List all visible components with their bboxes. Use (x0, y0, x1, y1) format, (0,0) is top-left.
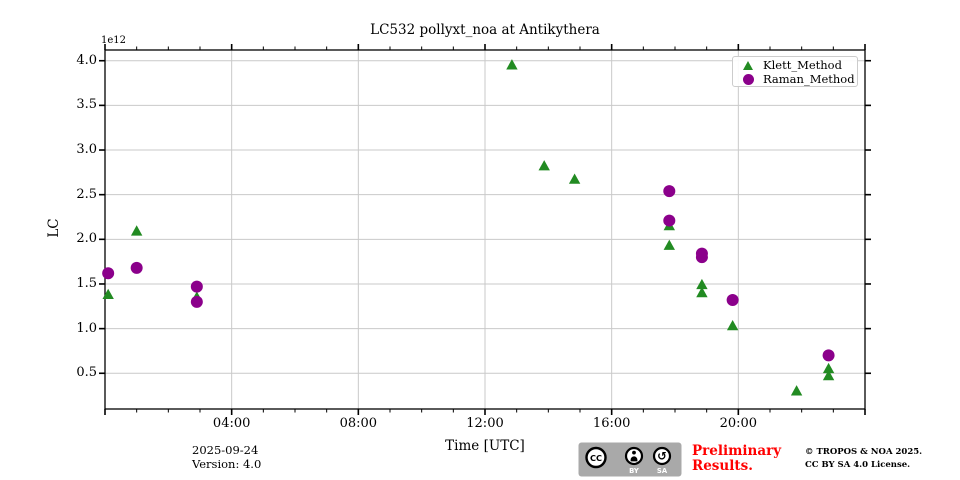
data-point-triangle (568, 173, 581, 184)
y-tick-label: 1.0 (76, 320, 97, 336)
preliminary-line2: Results. (692, 458, 753, 474)
y-axis-offset-label: 1e12 (101, 35, 127, 46)
measurement-date: 2025-09-24 (192, 443, 259, 457)
data-point-circle (822, 349, 835, 362)
sa-label: SA (657, 467, 668, 475)
data-point-triangle (822, 369, 835, 381)
data-point-triangle (506, 59, 518, 70)
preliminary-results-text: Preliminary Results. (692, 444, 781, 474)
copyright-text: © TROPOS & NOA 2025. CC BY SA 4.0 Licens… (805, 446, 922, 471)
axis-ticks (99, 44, 871, 415)
legend-entry-raman: Raman_Method (733, 72, 857, 86)
copyright-line1: © TROPOS & NOA 2025. (805, 447, 923, 457)
by-person-icon (624, 446, 644, 466)
sa-arrow-icon: ↺ (652, 446, 672, 466)
data-point-circle (190, 295, 203, 308)
data-point-triangle (726, 319, 739, 331)
y-tick-label: 2.5 (76, 186, 97, 202)
data-point-triangle (790, 385, 803, 396)
preliminary-line1: Preliminary (692, 443, 782, 459)
version-label: Version: 4.0 (192, 457, 262, 471)
data-point-triangle (102, 288, 114, 299)
raman-circle-icon (742, 73, 754, 85)
gridlines (105, 50, 865, 409)
legend-label-klett: Klett_Method (763, 58, 842, 72)
data-point-circle (663, 214, 676, 227)
y-tick-label: 1.5 (76, 275, 97, 291)
data-point-triangle (696, 286, 708, 298)
data-point-triangle (538, 160, 550, 171)
data-point-circle (190, 280, 203, 293)
by-label: BY (629, 467, 639, 475)
y-tick-label: 3.0 (76, 142, 97, 158)
y-tick-label: 2.0 (76, 231, 97, 247)
y-tick-label: 0.5 (76, 365, 97, 381)
x-tick-label: 20:00 (719, 416, 758, 431)
x-tick-label: 08:00 (339, 416, 378, 431)
svg-text:↺: ↺ (657, 449, 667, 463)
data-point-circle (102, 267, 115, 280)
data-point-circle (663, 185, 676, 198)
klett-triangle-icon (742, 60, 754, 70)
data-point-triangle (130, 225, 143, 236)
copyright-line2: CC BY SA 4.0 License. (805, 459, 911, 470)
y-tick-label: 3.5 (76, 97, 97, 113)
series-raman-method (102, 185, 835, 362)
cc-icon: CC (585, 446, 607, 469)
data-point-triangle (663, 239, 675, 250)
y-tick-label: 4.0 (76, 52, 97, 68)
data-point-circle (695, 251, 708, 264)
data-point-triangle (696, 278, 708, 290)
chart-title: LC532 pollyxt_noa at Antikythera (370, 22, 600, 38)
x-axis-label: Time [UTC] (445, 438, 525, 454)
svg-text:CC: CC (590, 453, 602, 463)
data-point-circle (130, 261, 143, 274)
data-point-circle (726, 294, 739, 307)
cc-license-badge: CC ↺ BY SA (578, 442, 682, 477)
x-tick-label: 16:00 (592, 416, 631, 431)
x-tick-label: 04:00 (212, 416, 251, 431)
legend-entry-klett: Klett_Method (733, 58, 857, 72)
x-tick-label: 12:00 (466, 416, 504, 431)
data-point-triangle (822, 362, 835, 374)
legend-label-raman: Raman_Method (763, 72, 855, 86)
series-klett-method (102, 59, 835, 396)
legend: Klett_Method Raman_Method (732, 56, 858, 87)
